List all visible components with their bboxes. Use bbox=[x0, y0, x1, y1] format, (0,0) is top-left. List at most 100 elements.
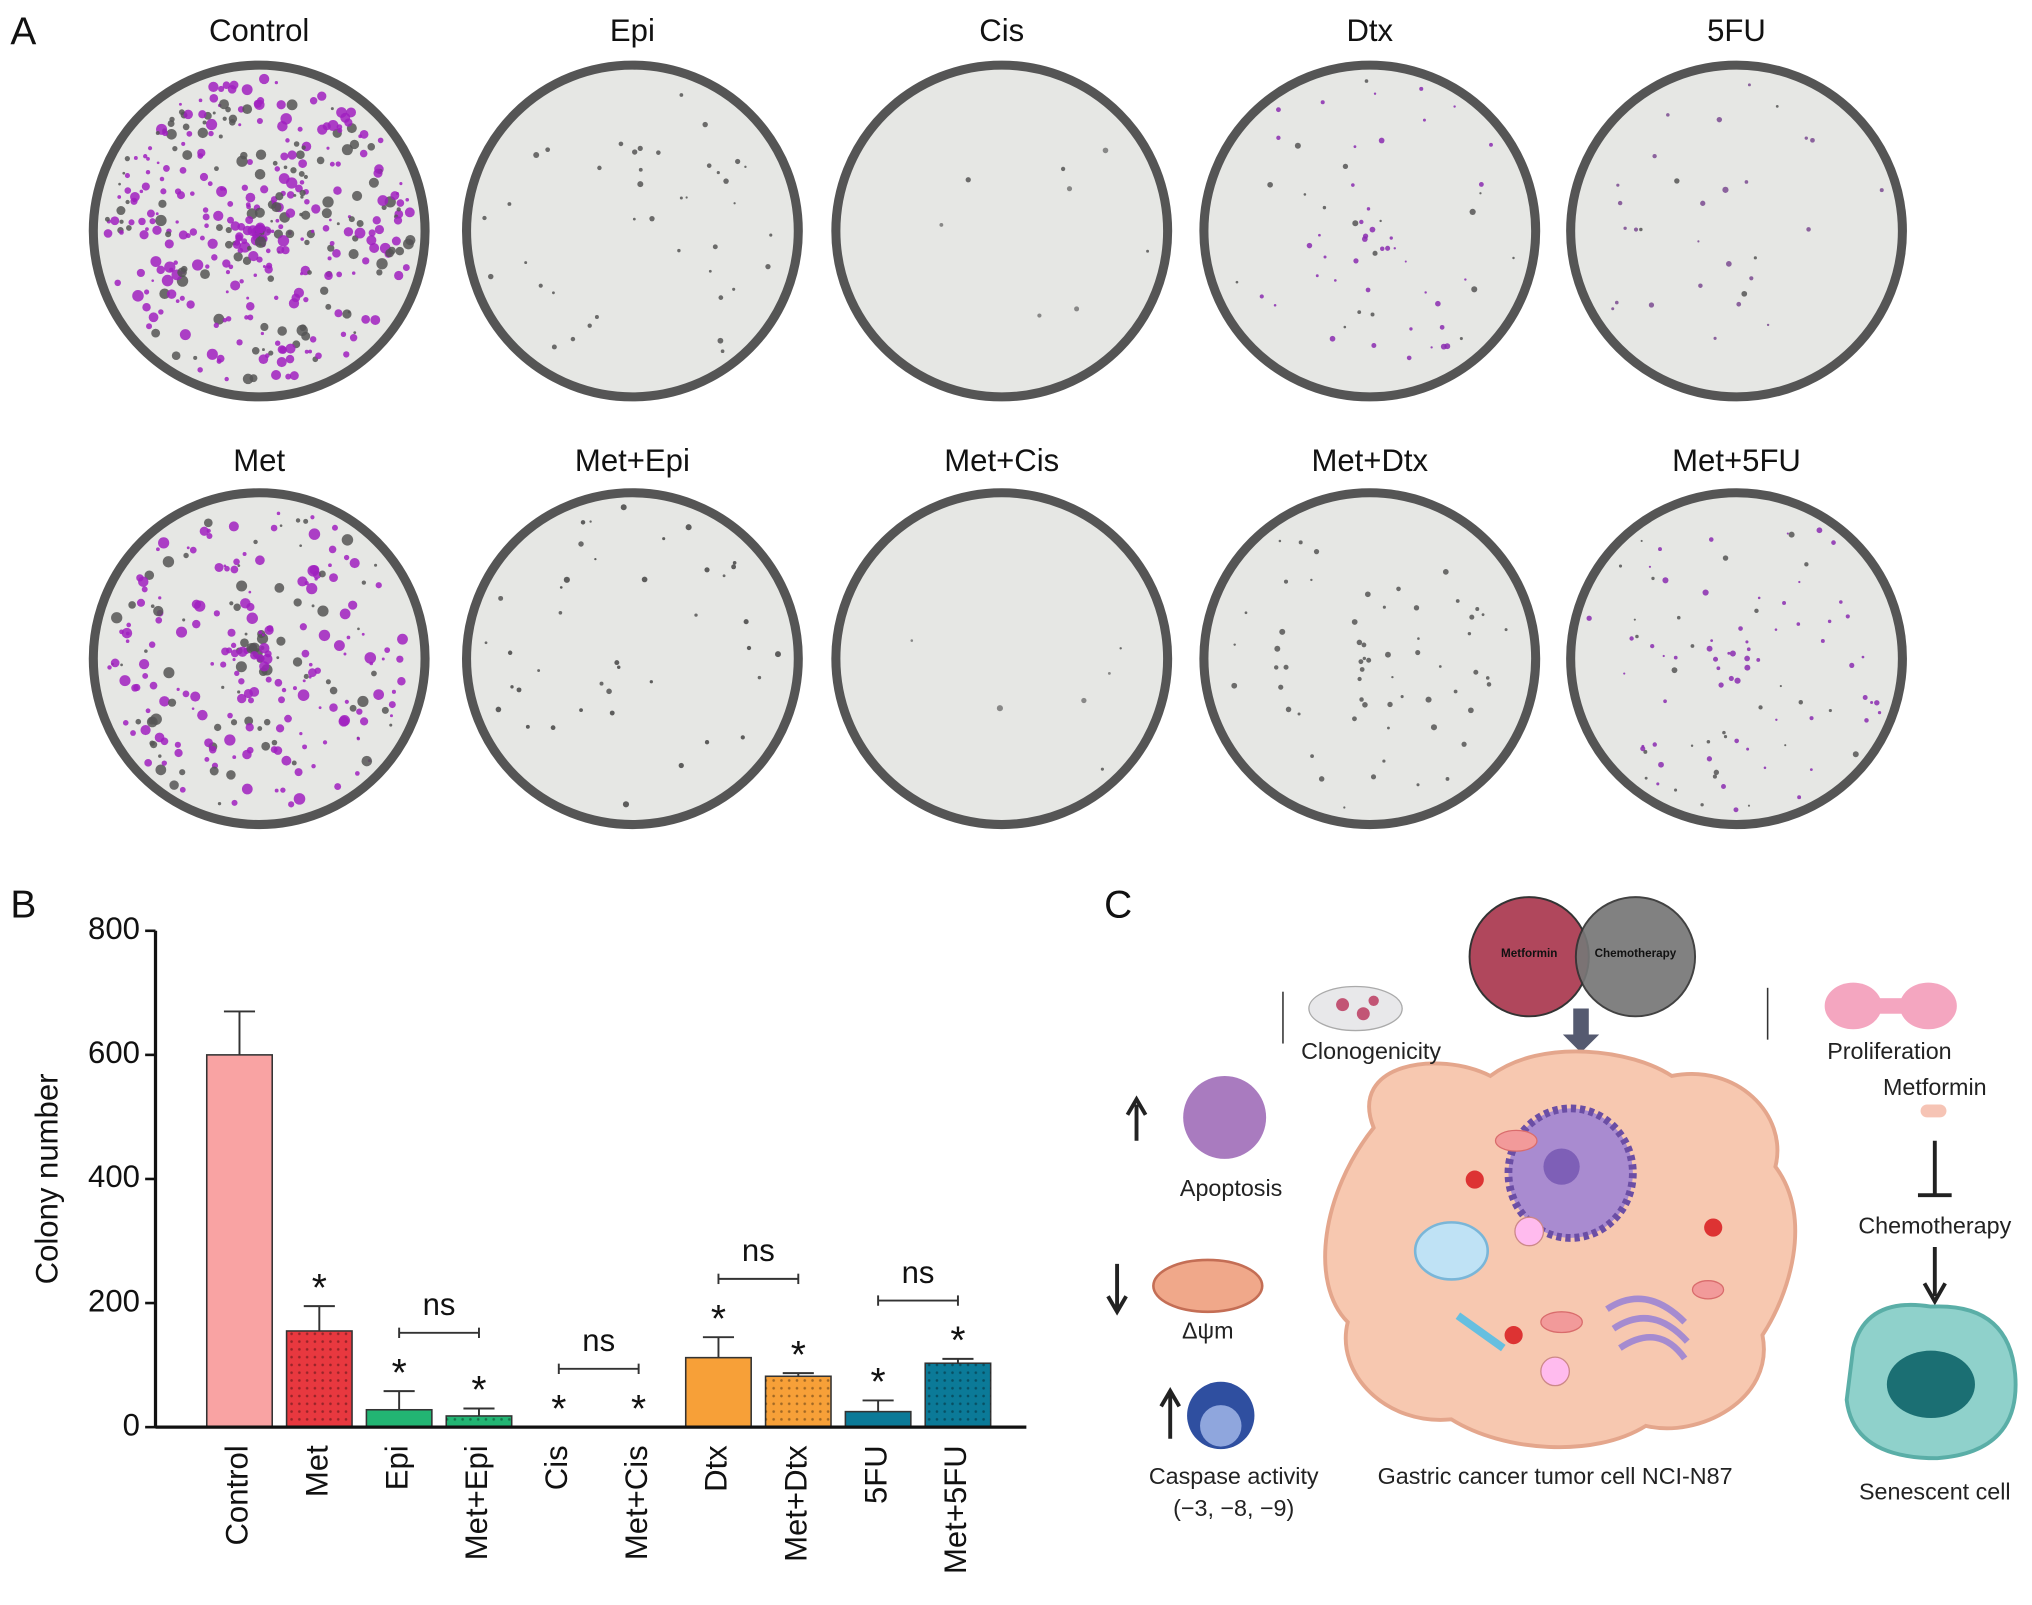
colony bbox=[374, 224, 384, 235]
colony bbox=[1385, 651, 1391, 658]
colony bbox=[1797, 795, 1802, 800]
colony bbox=[1400, 695, 1404, 699]
colony bbox=[230, 565, 239, 574]
colony bbox=[228, 521, 239, 532]
colony bbox=[361, 632, 365, 636]
colony bbox=[1706, 739, 1711, 744]
colony bbox=[227, 628, 236, 637]
colony bbox=[158, 199, 167, 208]
colony bbox=[394, 270, 404, 281]
colony bbox=[182, 150, 193, 161]
colony bbox=[227, 200, 234, 207]
colony bbox=[337, 127, 343, 133]
colony bbox=[1413, 605, 1420, 611]
colony bbox=[1102, 147, 1109, 154]
colony bbox=[248, 250, 259, 262]
colony bbox=[266, 625, 274, 632]
colony bbox=[1788, 531, 1795, 538]
colony bbox=[288, 801, 295, 808]
colony bbox=[207, 181, 213, 187]
colony bbox=[330, 107, 334, 111]
colony bbox=[224, 376, 229, 382]
colony bbox=[1839, 600, 1843, 604]
arrow bbox=[1562, 1008, 1600, 1053]
colony bbox=[271, 202, 282, 213]
colony bbox=[1322, 205, 1327, 210]
colony bbox=[677, 248, 681, 253]
colony bbox=[1744, 180, 1749, 184]
up-arrow bbox=[1159, 1386, 1181, 1439]
colony bbox=[1809, 716, 1814, 721]
colony bbox=[1746, 747, 1750, 751]
plate-label: Met+Epi bbox=[575, 443, 690, 478]
colony bbox=[388, 701, 396, 709]
colony bbox=[291, 293, 301, 303]
colony bbox=[175, 626, 188, 638]
colony bbox=[246, 245, 252, 251]
colony bbox=[723, 178, 729, 184]
colony bbox=[116, 206, 126, 216]
colony bbox=[356, 220, 364, 228]
colony bbox=[240, 598, 251, 609]
colony bbox=[222, 81, 231, 89]
colony bbox=[317, 605, 329, 617]
colony bbox=[281, 755, 292, 766]
colony bbox=[156, 161, 160, 165]
colony bbox=[1710, 639, 1714, 642]
colony bbox=[718, 295, 724, 300]
colony bbox=[1387, 701, 1393, 708]
colony bbox=[1744, 664, 1751, 671]
colony bbox=[265, 676, 272, 683]
colony bbox=[1828, 708, 1832, 713]
colony bbox=[1861, 655, 1865, 659]
colony bbox=[230, 719, 238, 726]
colony bbox=[299, 180, 305, 185]
colony bbox=[202, 207, 209, 213]
colony bbox=[1674, 178, 1680, 184]
colony bbox=[685, 196, 688, 199]
colony bbox=[246, 159, 253, 166]
colony bbox=[381, 657, 385, 661]
colony bbox=[743, 619, 749, 625]
colony bbox=[1674, 788, 1678, 792]
colony bbox=[1464, 278, 1467, 281]
colony bbox=[278, 224, 284, 230]
colony bbox=[550, 725, 556, 731]
colony bbox=[309, 97, 318, 105]
colony bbox=[329, 240, 335, 246]
colony bbox=[1430, 346, 1433, 349]
colony bbox=[1702, 589, 1709, 596]
panel-letter: A bbox=[10, 10, 36, 53]
colony bbox=[274, 788, 279, 793]
colony bbox=[405, 197, 410, 202]
colony bbox=[1758, 705, 1763, 710]
colony bbox=[1320, 100, 1325, 105]
mito bbox=[1540, 1311, 1583, 1334]
colony bbox=[1385, 245, 1391, 251]
colony bbox=[166, 128, 177, 140]
colony bbox=[1439, 324, 1445, 330]
colony bbox=[1804, 562, 1809, 567]
colony bbox=[242, 104, 253, 115]
colony bbox=[217, 801, 222, 806]
colony bbox=[1318, 233, 1321, 237]
colony bbox=[270, 524, 278, 532]
colony bbox=[150, 256, 162, 268]
colony bbox=[284, 714, 292, 723]
colony bbox=[277, 235, 290, 247]
colony bbox=[183, 552, 189, 559]
colony bbox=[209, 766, 219, 776]
colony bbox=[353, 331, 357, 335]
colony bbox=[1827, 619, 1832, 624]
colony bbox=[138, 658, 150, 670]
colony bbox=[524, 261, 528, 265]
colony bbox=[356, 708, 363, 715]
colony bbox=[1810, 137, 1815, 143]
colony bbox=[1267, 181, 1273, 188]
colony bbox=[769, 233, 773, 237]
colony bbox=[145, 170, 151, 175]
colony bbox=[208, 130, 214, 137]
colony bbox=[273, 746, 283, 755]
colony bbox=[314, 577, 318, 581]
colony bbox=[354, 227, 366, 239]
